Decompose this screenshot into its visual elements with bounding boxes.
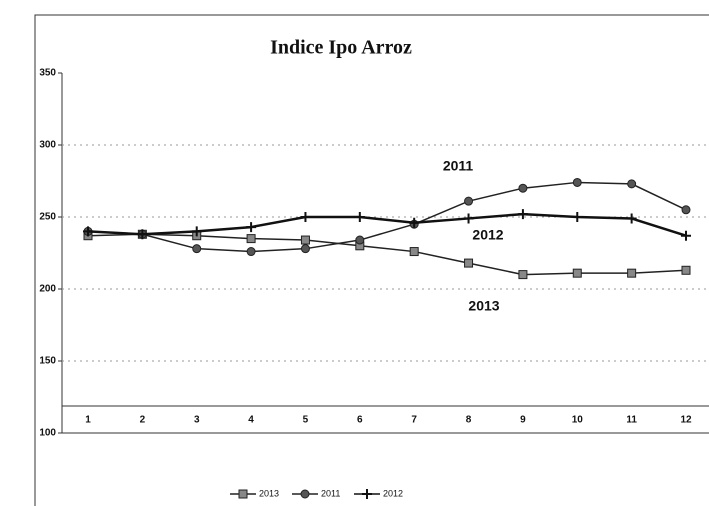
point — [246, 234, 256, 244]
point — [464, 196, 474, 206]
x-tick-label: 4 — [248, 415, 254, 426]
legend-label: 2012 — [383, 488, 403, 498]
y-tick-label: 150 — [39, 356, 56, 367]
legend-label: 2013 — [259, 488, 279, 498]
x-tick-label: 11 — [626, 415, 637, 426]
point — [409, 217, 420, 228]
x-tick-label: 1 — [85, 415, 91, 426]
point — [83, 226, 93, 237]
point — [464, 258, 474, 268]
y-tick-label: 250 — [39, 212, 56, 223]
annotation: 2011 — [443, 158, 474, 174]
legend-marker — [300, 489, 310, 499]
chart-frame — [34, 14, 709, 506]
line — [87, 181, 687, 253]
point — [681, 230, 691, 241]
y-tick-label: 100 — [39, 428, 56, 439]
point — [192, 244, 202, 254]
x-tick-label: 6 — [357, 415, 363, 426]
chart-title: Indice Ipo Arroz — [270, 37, 412, 59]
legend-marker — [362, 489, 372, 499]
line — [87, 212, 687, 237]
x-tick-label: 5 — [303, 415, 309, 426]
point — [463, 213, 474, 224]
point — [572, 268, 582, 278]
point — [626, 213, 637, 224]
x-tick-label: 3 — [194, 415, 200, 426]
x-tick-label: 10 — [572, 415, 584, 426]
point — [681, 205, 691, 215]
x-tick-label: 2 — [140, 415, 146, 426]
y-tick-label: 300 — [39, 140, 56, 151]
point — [354, 212, 365, 222]
point — [300, 212, 311, 222]
point — [409, 247, 419, 257]
point — [572, 212, 583, 222]
x-tick-label: 7 — [411, 415, 417, 426]
point — [355, 235, 365, 245]
point — [627, 179, 637, 189]
x-tick-label: 12 — [680, 415, 692, 426]
legend-label: 2011 — [321, 488, 340, 498]
point — [518, 183, 528, 193]
point — [517, 209, 528, 220]
x-tick-label: 8 — [466, 415, 472, 426]
point — [681, 265, 691, 275]
y-tick-label: 350 — [39, 68, 56, 79]
y-tick-label: 200 — [39, 284, 56, 295]
point — [572, 177, 582, 187]
point — [300, 244, 310, 254]
point — [300, 235, 310, 245]
x-tick-label: 9 — [520, 415, 526, 426]
annotation: 2013 — [468, 298, 499, 314]
point — [518, 270, 528, 280]
annotation: 2012 — [472, 227, 503, 243]
line — [87, 233, 687, 276]
point — [627, 268, 637, 278]
point — [137, 229, 148, 240]
point — [246, 222, 257, 233]
legend-marker — [238, 489, 248, 499]
point — [191, 226, 202, 237]
point — [246, 247, 256, 257]
